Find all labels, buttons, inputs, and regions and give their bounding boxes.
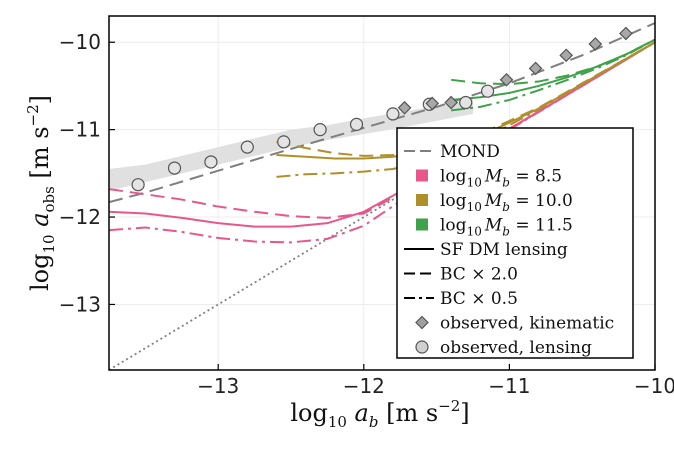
legend-item-lens: observed, lensing (415, 338, 592, 358)
legend-item-kin: observed, kinematic (415, 314, 614, 334)
observed-kinematic-point (425, 96, 440, 111)
y-tick-label: −12 (59, 205, 101, 229)
observed-lensing-point (204, 155, 218, 169)
legend-label: observed, kinematic (440, 314, 614, 334)
legend-swatch (416, 194, 428, 206)
x-tick-label: −12 (343, 374, 385, 398)
y-tick-label: −11 (59, 118, 101, 142)
y-tick-label: −10 (59, 30, 101, 54)
observed-kinematic-point (444, 95, 459, 110)
observed-kinematic-point (559, 48, 574, 63)
observed-lensing-point (277, 135, 291, 149)
legend-label: SF DM lensing (440, 240, 568, 260)
legend-label: log10 Mb = 8.5 (440, 167, 562, 190)
legend-diamond-marker (415, 315, 429, 330)
observed-lensing-point (480, 84, 495, 98)
observed-kinematic-point (588, 37, 603, 51)
observed-kinematic-point (528, 61, 543, 76)
observed-lensing-point (459, 95, 473, 110)
legend-item-m100: log10 Mb = 10.0 (416, 191, 573, 214)
observed-lensing-point (386, 107, 400, 121)
legend-swatch (416, 169, 428, 182)
legend-box (396, 127, 634, 359)
observed-lensing-point (240, 140, 254, 154)
observed-lensing-point (313, 123, 327, 137)
legend-label: log10 Mb = 11.5 (440, 216, 573, 239)
series-line-m115-dashdot (451, 38, 655, 112)
legend-label: BC × 2.0 (440, 265, 518, 285)
x-tick-label: −10 (634, 374, 674, 398)
observed-kinematic-point (499, 72, 514, 87)
observed-lensing-point (131, 178, 145, 192)
x-tick-label: −13 (197, 374, 239, 398)
legend-item-m85: log10 Mb = 8.5 (416, 167, 562, 190)
axis-ticks: −13 −12 −11 −10 −13 −12 −11 −10 (59, 30, 674, 398)
legend-label: BC × 0.5 (440, 289, 518, 309)
observed-points (131, 26, 633, 192)
legend-circle-marker (415, 340, 429, 354)
legend-item-bc05: BC × 0.5 (404, 289, 518, 309)
legend-label: log10 Mb = 10.0 (440, 191, 573, 214)
mond-line (109, 22, 655, 204)
y-tick-label: −13 (59, 292, 101, 316)
legend-label: observed, lensing (440, 338, 592, 358)
x-tick-label: −11 (488, 374, 530, 398)
legend-swatch (416, 218, 428, 231)
observed-lensing-point (167, 161, 182, 175)
legend-item-mond: MOND (404, 142, 500, 162)
legend-item-bc2: BC × 2.0 (404, 265, 518, 285)
series-line-m115-dash (451, 38, 655, 86)
x-axis-label: log10 ab [m s−2] (290, 397, 469, 431)
observed-lensing-point (349, 117, 364, 131)
series-line-m100-dash (276, 41, 655, 157)
observed-kinematic-point (619, 26, 633, 41)
legend-item-m115: log10 Mb = 11.5 (416, 216, 573, 239)
legend-item-sf: SF DM lensing (404, 240, 568, 260)
series-line-m85-dash (109, 41, 655, 219)
observed-kinematic-point (397, 100, 412, 115)
legend-label: MOND (440, 142, 500, 162)
plot-frame (108, 15, 656, 371)
